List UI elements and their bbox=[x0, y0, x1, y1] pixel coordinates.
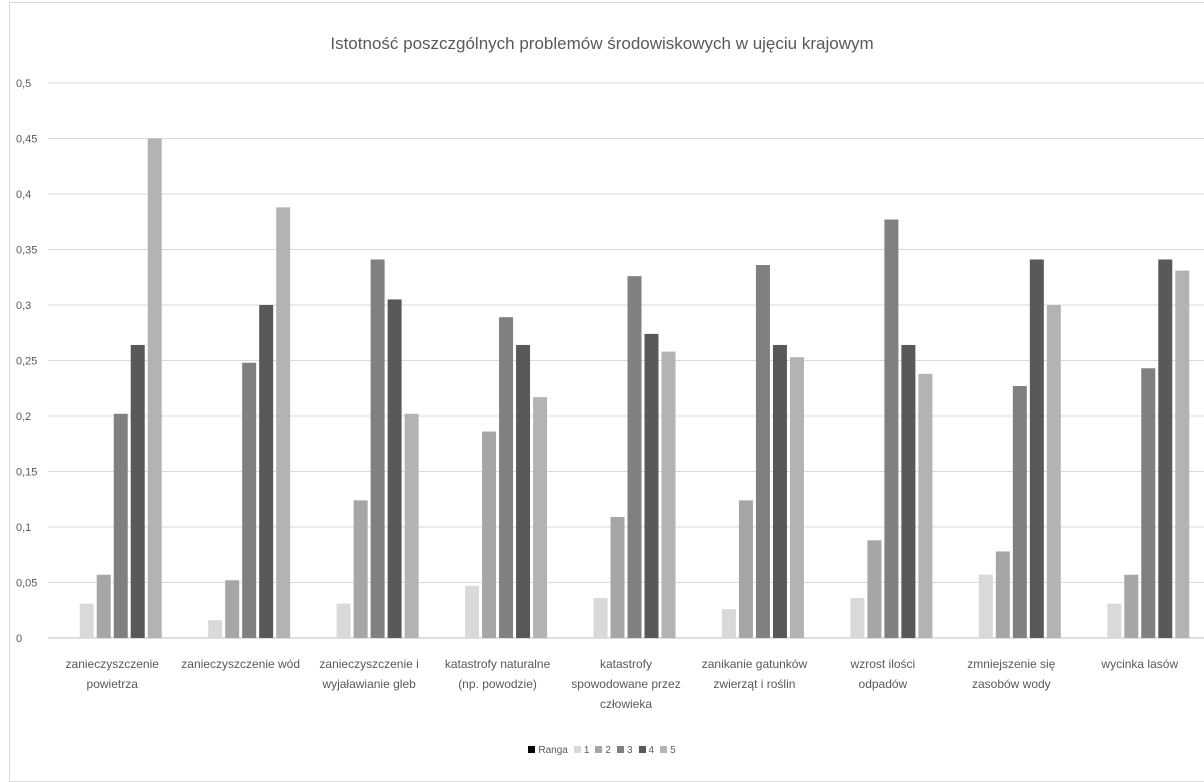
bar-series-1-cat-2 bbox=[208, 620, 223, 638]
bar-series-4-cat-1 bbox=[130, 344, 145, 638]
bar-series-5-cat-1 bbox=[147, 138, 162, 638]
bar-series-2-cat-4 bbox=[482, 431, 497, 638]
bar-series-3-cat-7 bbox=[884, 219, 899, 638]
legend-item: 4 bbox=[638, 745, 655, 756]
bar-series-5-cat-7 bbox=[918, 373, 933, 638]
bar-series-3-cat-6 bbox=[755, 265, 770, 638]
legend-label: 2 bbox=[605, 745, 611, 756]
legend-label: 1 bbox=[583, 745, 590, 756]
x-category-label: zanikanie gatunków zwierząt i roślin bbox=[702, 657, 808, 691]
x-category-label: zanieczyszczenie i wyjaławianie gleb bbox=[319, 657, 418, 691]
bar-series-5-cat-4 bbox=[533, 397, 548, 638]
bar-series-1-cat-8 bbox=[978, 574, 993, 638]
bar-series-3-cat-2 bbox=[242, 362, 257, 638]
bar-series-1-cat-3 bbox=[336, 603, 351, 638]
legend-label: 4 bbox=[648, 745, 655, 756]
bar-series-5-cat-9 bbox=[1175, 270, 1190, 638]
legend-label: 3 bbox=[626, 745, 633, 756]
y-tick-label: 0 bbox=[16, 633, 22, 645]
bar-series-2-cat-7 bbox=[867, 540, 882, 638]
bar-series-2-cat-5 bbox=[610, 517, 625, 638]
bar-series-3-cat-9 bbox=[1141, 368, 1156, 638]
y-tick-label: 0,25 bbox=[16, 356, 37, 368]
bar-series-1-cat-9 bbox=[1107, 603, 1122, 638]
bar-series-4-cat-5 bbox=[644, 333, 659, 638]
bar-series-5-cat-5 bbox=[661, 351, 676, 638]
y-tick-label: 0,5 bbox=[16, 78, 31, 90]
y-tick-label: 0,4 bbox=[16, 189, 31, 201]
bar-series-2-cat-8 bbox=[995, 551, 1010, 638]
legend-item: Ranga bbox=[528, 745, 568, 756]
bar-series-3-cat-8 bbox=[1012, 386, 1027, 638]
y-tick-label: 0,35 bbox=[16, 245, 37, 257]
bar-series-4-cat-7 bbox=[901, 344, 916, 638]
legend-swatch bbox=[595, 746, 603, 753]
bar-series-5-cat-8 bbox=[1046, 305, 1061, 638]
y-tick-label: 0,45 bbox=[16, 134, 37, 146]
bar-series-4-cat-8 bbox=[1029, 259, 1044, 638]
bar-series-5-cat-6 bbox=[789, 357, 804, 638]
bar-series-5-cat-2 bbox=[276, 207, 291, 638]
x-category-label: zanieczyszczenie wód bbox=[181, 657, 300, 671]
legend-label: Ranga bbox=[538, 745, 568, 756]
x-category-label: zmniejszenie się zasobów wody bbox=[967, 657, 1055, 691]
legend-item: 2 bbox=[595, 745, 611, 756]
x-category-label: zanieczyszczenie powietrza bbox=[66, 657, 160, 691]
bar-series-5-cat-3 bbox=[404, 413, 419, 638]
legend-swatch bbox=[638, 746, 646, 753]
bar-series-2-cat-2 bbox=[225, 580, 240, 638]
chart-title: Istotność poszczgólnych problemów środow… bbox=[330, 34, 874, 53]
legend-swatch bbox=[573, 746, 581, 753]
bar-series-3-cat-3 bbox=[370, 259, 385, 638]
bar-series-1-cat-4 bbox=[465, 585, 480, 638]
y-tick-label: 0,15 bbox=[16, 467, 37, 479]
bar-series-1-cat-5 bbox=[593, 598, 608, 638]
legend-swatch bbox=[660, 746, 668, 753]
legend-label: 5 bbox=[670, 745, 676, 756]
legend-swatch bbox=[528, 746, 536, 753]
bar-series-4-cat-6 bbox=[772, 344, 787, 638]
bar-series-1-cat-7 bbox=[850, 598, 865, 638]
bar-series-4-cat-3 bbox=[387, 299, 402, 638]
y-tick-label: 0,2 bbox=[16, 411, 31, 423]
x-category-label: wzrost ilości odpadów bbox=[850, 657, 916, 691]
x-category-label: katastrofy naturalne (np. powodzie) bbox=[445, 657, 551, 691]
legend-item: 5 bbox=[660, 745, 676, 756]
y-tick-label: 0,05 bbox=[16, 578, 37, 590]
legend-swatch bbox=[616, 746, 624, 753]
x-category-label: wycinka lasów bbox=[1100, 657, 1178, 671]
y-tick-label: 0,3 bbox=[16, 300, 31, 312]
bar-series-2-cat-1 bbox=[96, 574, 111, 638]
y-tick-label: 0,1 bbox=[16, 522, 31, 534]
bar-series-3-cat-4 bbox=[499, 317, 514, 638]
bar-series-1-cat-6 bbox=[721, 609, 736, 638]
chart-legend: Ranga 1 2 3 4 5 bbox=[0, 745, 1204, 756]
bar-series-4-cat-2 bbox=[259, 305, 274, 638]
bar-series-4-cat-9 bbox=[1158, 259, 1173, 638]
legend-item: 1 bbox=[573, 745, 590, 756]
bar-series-3-cat-1 bbox=[113, 413, 128, 638]
bar-series-2-cat-9 bbox=[1124, 574, 1139, 638]
bar-series-2-cat-3 bbox=[353, 500, 368, 638]
bar-series-2-cat-6 bbox=[738, 500, 753, 638]
bar-series-4-cat-4 bbox=[516, 344, 531, 638]
bar-series-1-cat-1 bbox=[79, 603, 94, 638]
legend-item: 3 bbox=[616, 745, 633, 756]
x-category-label: katastrofy spowodowane przez człowieka bbox=[571, 657, 680, 711]
bar-series-3-cat-5 bbox=[627, 276, 642, 638]
